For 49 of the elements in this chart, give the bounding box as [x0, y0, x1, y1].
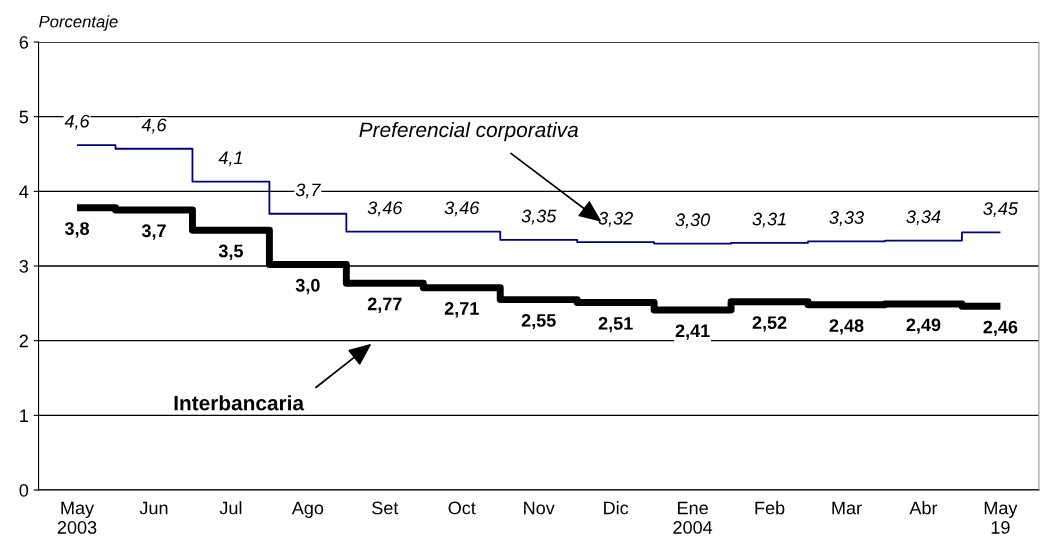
- data-label: 2,52: [752, 316, 787, 332]
- data-label: 4,6: [64, 114, 90, 130]
- annotation: Preferencial corporativa: [359, 121, 578, 142]
- data-label: 3,33: [829, 211, 864, 227]
- data-label: 4,1: [218, 151, 242, 167]
- x-tick-label: Feb: [755, 501, 785, 515]
- annotation: Interbancaria: [174, 395, 305, 411]
- data-label: 2,48: [829, 319, 864, 335]
- data-label: 2,49: [906, 318, 941, 334]
- data-label: 2,55: [521, 313, 556, 330]
- data-label: 3,31: [752, 212, 786, 228]
- data-label: 4,6: [141, 118, 167, 134]
- data-label: 3,8: [64, 222, 90, 238]
- y-tick-label: 0: [19, 483, 29, 497]
- y-tick-label: 2: [19, 334, 28, 348]
- data-label: 3,34: [906, 210, 941, 226]
- y-tick-label: 1: [20, 409, 28, 422]
- data-label: 3,0: [295, 278, 320, 295]
- x-tick-label: Mar: [832, 501, 862, 515]
- y-tick-label: 5: [19, 110, 29, 124]
- data-label: 2,77: [367, 297, 402, 313]
- y-axis-title: Porcentaje: [39, 15, 118, 31]
- x-tick-label: Abr: [909, 501, 938, 515]
- x-tick-label: Set: [372, 501, 399, 515]
- x-tick-label: Jul: [219, 501, 242, 515]
- x-tick-label: May 2003: [57, 501, 97, 534]
- data-label: 3,45: [983, 202, 1019, 218]
- x-tick-label: Ago: [291, 501, 324, 518]
- x-tick-label: May 19: [984, 501, 1018, 534]
- data-label: 2,46: [983, 320, 1018, 337]
- data-label: 3,7: [141, 224, 166, 240]
- data-label: 3,46: [367, 201, 403, 217]
- y-tick-label: 6: [19, 35, 29, 49]
- data-label: 2,51: [598, 316, 633, 333]
- y-tick-label: 4: [19, 185, 29, 198]
- x-tick-label: Oct: [448, 501, 476, 515]
- data-label: 3,30: [675, 213, 711, 229]
- x-tick-label: Jun: [139, 501, 168, 515]
- data-label: 3,35: [521, 209, 557, 225]
- data-label: 3,5: [218, 244, 243, 260]
- x-tick-label: Ene 2004: [673, 501, 713, 534]
- y-tick-label: 3: [19, 259, 29, 273]
- data-label: 3,46: [444, 201, 480, 217]
- x-tick-label: Dic: [604, 501, 629, 515]
- data-label: 2,71: [444, 302, 479, 318]
- x-tick-label: Nov: [524, 501, 555, 515]
- data-label: 3,32: [598, 211, 633, 227]
- data-label: 2,41: [675, 324, 710, 340]
- data-label: 3,7: [295, 183, 321, 199]
